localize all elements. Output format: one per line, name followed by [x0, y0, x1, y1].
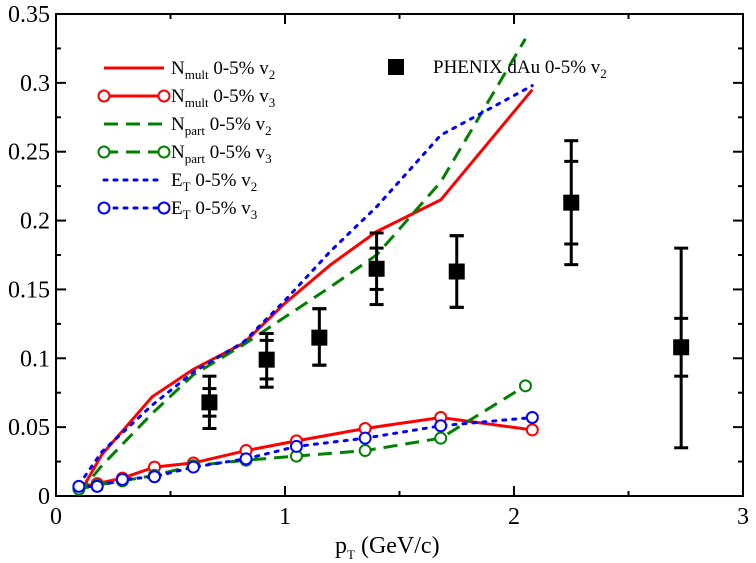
legend-marker [157, 89, 171, 103]
series-point [115, 472, 129, 486]
phenix-marker [311, 329, 328, 346]
legend-marker [97, 201, 111, 215]
y-tick-label: 0.05 [8, 415, 50, 441]
y-tick-label: 0.1 [20, 346, 50, 372]
series-point [72, 479, 86, 493]
legend-marker [157, 145, 171, 159]
legend-label: Nmult 0-5% v2 [171, 58, 275, 82]
series-6 [72, 411, 539, 493]
legend-entry-2: Nmult 0-5% v3 [97, 86, 275, 110]
legend-marker [97, 89, 111, 103]
legend-marker [97, 145, 111, 159]
series-point [358, 444, 372, 458]
x-axis-title-sub: T [347, 547, 355, 562]
phenix-marker [563, 194, 580, 211]
series-point [525, 423, 539, 437]
x-tick-label: 2 [508, 504, 520, 530]
y-tick-label: 0.35 [8, 2, 50, 28]
series-line [77, 416, 534, 488]
phenix-marker [673, 339, 690, 356]
phenix-marker [258, 351, 275, 368]
series-point [518, 379, 532, 393]
legend-label: ET 0-5% v3 [171, 198, 257, 222]
legend-entry-phenix: PHENIX dAu 0-5% v2 [388, 57, 607, 81]
legend-marker [388, 59, 404, 75]
x-tick-label: 3 [737, 504, 749, 530]
legend-label: Nmult 0-5% v3 [171, 86, 275, 110]
series-line [77, 84, 534, 487]
phenix-marker [368, 260, 385, 277]
series-5 [77, 84, 534, 487]
phenix-marker [201, 394, 218, 411]
legend: Nmult 0-5% v2 Nmult 0-5% v3 Npart 0-5% v2 N… [97, 57, 607, 222]
legend-label: Npart 0-5% v3 [171, 142, 272, 166]
axis-tick-labels: 0 1 2 3 0 0.05 0.1 0.15 0.2 0.25 0.3 0.35 [8, 2, 749, 530]
series-point [289, 439, 303, 453]
legend-entry-6: ET 0-5% v3 [97, 198, 257, 222]
x-tick-label: 1 [279, 504, 291, 530]
series-1 [77, 88, 534, 496]
series-line [78, 415, 533, 490]
legend-entry-5: ET 0-5% v2 [102, 170, 257, 194]
legend-entry-1: Nmult 0-5% v2 [104, 58, 275, 82]
y-tick-label: 0.15 [8, 277, 50, 303]
phenix-point [368, 231, 385, 307]
y-tick-label: 0 [38, 484, 50, 510]
phenix-marker [448, 263, 465, 280]
series-point [434, 431, 448, 445]
x-axis-title: pT (GeV/c) [335, 533, 440, 562]
legend-label: ET 0-5% v2 [171, 170, 257, 194]
axis-ticks [55, 13, 744, 497]
legend-entry-3: Npart 0-5% v2 [104, 114, 272, 138]
phenix-points-layer [201, 139, 690, 450]
series-point [90, 479, 104, 493]
y-tick-label: 0.25 [8, 140, 50, 166]
legend-label: PHENIX dAu 0-5% v2 [433, 57, 607, 81]
series-point [239, 452, 253, 466]
series-point [147, 470, 161, 484]
series-layer [72, 38, 539, 496]
phenix-point [673, 246, 690, 450]
series-line [77, 88, 534, 496]
x-axis-title-main: p [335, 533, 347, 559]
phenix-point [448, 234, 465, 309]
phenix-point [258, 331, 275, 389]
y-tick-label: 0.3 [20, 71, 50, 97]
phenix-point [563, 139, 580, 267]
series-3 [77, 38, 527, 495]
x-axis-title-unit: (GeV/c) [355, 533, 440, 559]
legend-label: Npart 0-5% v2 [171, 114, 272, 138]
series-point [358, 431, 372, 445]
legend-entry-4: Npart 0-5% v3 [97, 142, 272, 166]
series-point [186, 460, 200, 474]
series-point [434, 419, 448, 433]
legend-marker [157, 201, 171, 215]
y-tick-label: 0.2 [20, 209, 50, 235]
x-tick-label: 0 [50, 504, 62, 530]
series-line [78, 384, 527, 491]
phenix-point [311, 307, 328, 367]
series-point [525, 411, 539, 425]
series-line [77, 38, 527, 495]
phenix-point [201, 374, 218, 431]
